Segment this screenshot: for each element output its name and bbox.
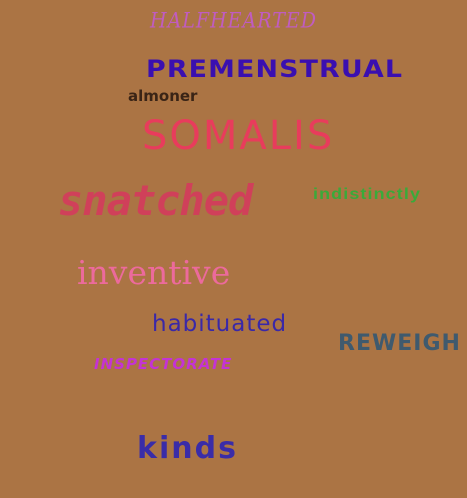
word-halfhearted: HALFHEARTED <box>150 7 317 33</box>
word-inspectorate: INSPECTORATE <box>94 355 233 373</box>
word-almoner: almoner <box>128 87 198 105</box>
word-reweigh: REWEIGH <box>338 331 461 356</box>
word-inventive: inventive <box>77 253 231 292</box>
word-somalis: SOMALIS <box>142 113 335 159</box>
word-indistinctly: indistinctly <box>313 186 422 203</box>
word-kinds: kinds <box>137 431 238 466</box>
word-premenstrual: PREMENSTRUAL <box>146 55 404 83</box>
word-snatched: snatched <box>58 176 253 225</box>
word-habituated: habituated <box>152 311 288 337</box>
